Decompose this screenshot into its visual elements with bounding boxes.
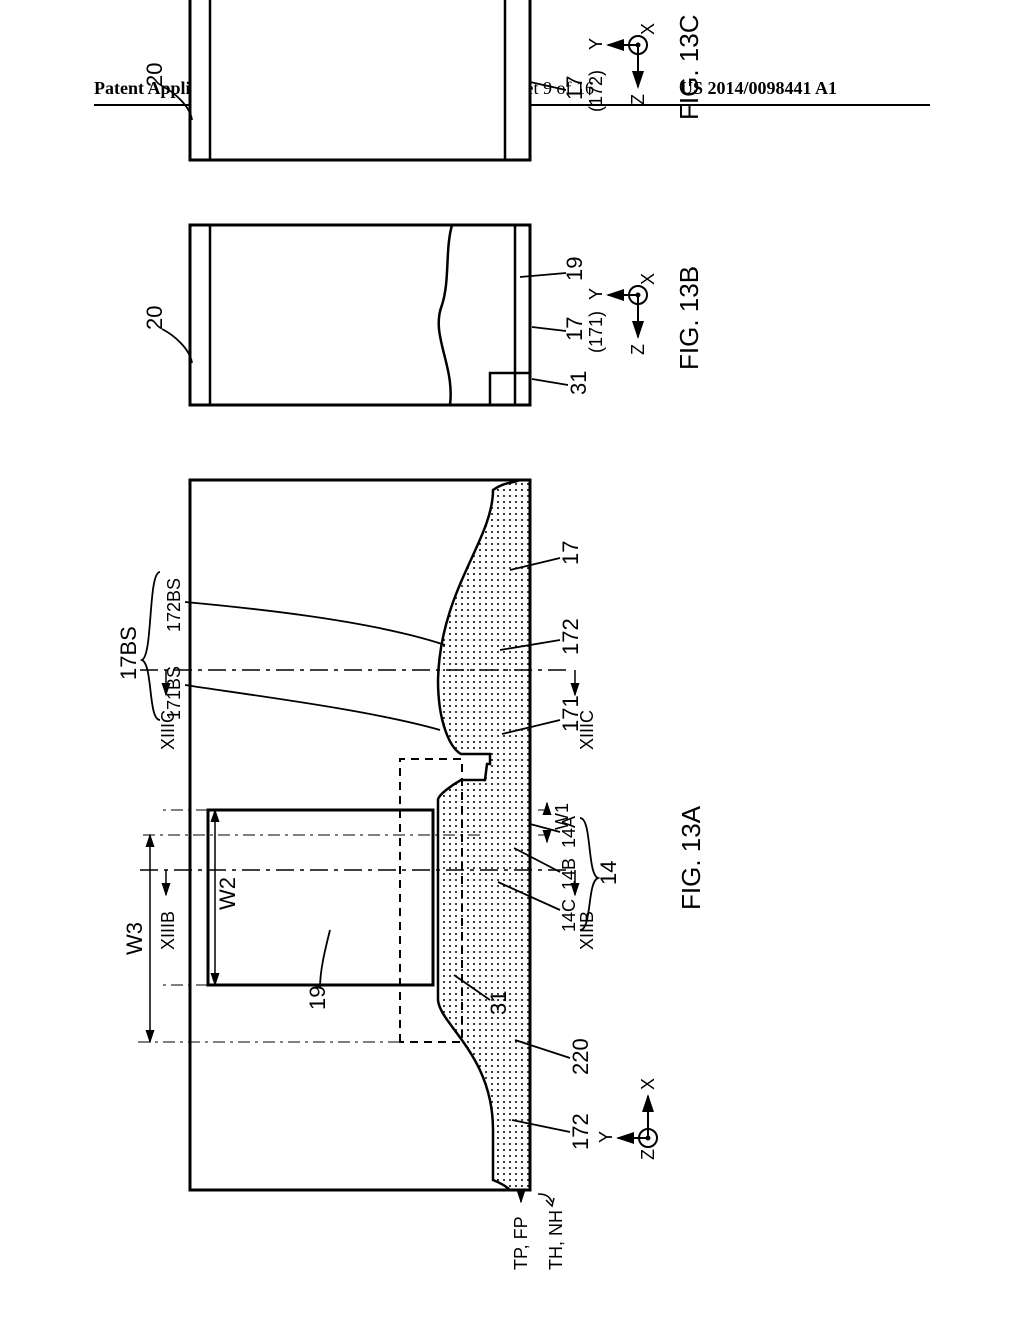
label-13b-17: 17 [562,317,587,341]
svg-text:Z: Z [638,1149,658,1160]
rect-13b-outer [190,225,530,405]
svg-text:Y: Y [596,1131,616,1143]
svg-text:X: X [638,273,658,285]
label-w2: W2 [215,877,240,910]
label-13c-20: 20 [142,63,167,87]
label-220: 220 [568,1038,593,1075]
rect-13c-outer [190,0,530,160]
label-13b-20: 20 [142,306,167,330]
label-14a: 14A [559,816,579,848]
axes-13a: Z Y X [596,1078,658,1160]
fig-13c: 20 17 (172) X Y Z FIG. 13C [150,0,710,190]
figure-group: W1 W2 W3 XIIIB XIIIB XIIIC XIIIC 1 [0,290,1024,1110]
label-14c: 14C [559,899,579,932]
fig-13b: 20 31 17 (171) 19 X Y Z FIG. 13B [150,185,710,445]
label-172-right: 172 [558,618,583,655]
label-171bs: 171BS [164,666,184,720]
svg-text:Z: Z [628,344,648,355]
svg-text:Y: Y [586,288,606,300]
label-19: 19 [305,986,330,1010]
caption-13a: FIG. 13A [676,805,706,910]
label-tp-fp: TP, FP [511,1216,531,1270]
label-13b-171: (171) [586,311,606,353]
label-17: 17 [558,541,583,565]
fig-13a: W1 W2 W3 XIIIB XIIIB XIIIC XIIIC 1 [100,410,720,1230]
label-172bs: 172BS [164,578,184,632]
label-13c-17: 17 [562,76,587,100]
caption-13c: FIG. 13C [674,15,704,120]
svg-text:Z: Z [628,94,648,105]
svg-text:X: X [638,1078,658,1090]
label-172-left: 172 [568,1113,593,1150]
label-13b-19: 19 [562,257,587,281]
label-14: 14 [596,861,621,885]
label-xiiib-top: XIIIB [158,911,178,950]
svg-text:Y: Y [586,38,606,50]
caption-13b: FIG. 13B [674,266,704,370]
label-171: 171 [558,695,583,732]
label-th-nh: TH, NH [546,1210,566,1270]
page-root: Patent Application Publication Apr. 10, … [0,0,1024,1320]
label-31: 31 [486,991,511,1015]
svg-text:X: X [638,23,658,35]
label-17bs: 17BS [116,626,141,680]
label-14b: 14B [559,858,579,890]
label-13c-172: (172) [586,70,606,112]
label-13b-31: 31 [566,371,591,395]
label-w3: W3 [122,922,147,955]
